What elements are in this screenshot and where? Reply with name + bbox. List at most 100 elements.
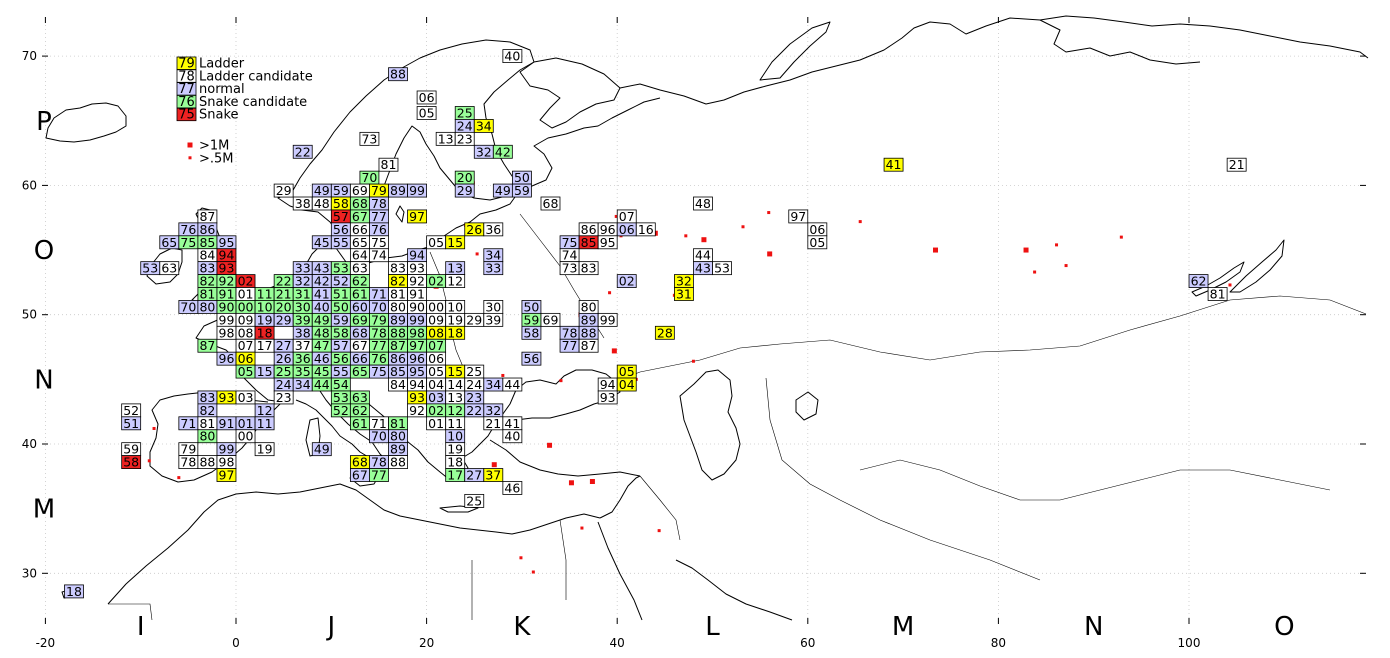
grid-cell-ladder-candidate: 74	[369, 248, 389, 263]
grid-cell-box	[311, 442, 332, 457]
grid-cell-code: 88	[581, 325, 597, 340]
grid-cell-code: 19	[447, 442, 463, 457]
city-marker-small	[1119, 235, 1123, 239]
grid-cell-box	[578, 338, 599, 353]
grid-cell-code: 24	[466, 377, 482, 392]
grid-cell-box	[521, 325, 542, 340]
grid-cell-code: 45	[314, 364, 330, 379]
grid-cell-box	[597, 390, 618, 405]
grid-cell-code: 99	[600, 312, 616, 327]
grid-cell-code: 42	[314, 274, 330, 289]
grid-cell-snake-candidate: 65	[349, 364, 370, 379]
grid-cell-code: 61	[352, 416, 368, 431]
grid-cell-snake-candidate: 02	[426, 403, 447, 418]
grid-cell-ladder-candidate: 97	[788, 209, 809, 224]
grid-cell-code: 76	[371, 222, 387, 237]
grid-cell-ladder-candidate: 36	[483, 222, 504, 237]
grid-cell-code: 18	[257, 325, 273, 340]
grid-cell-code: 93	[600, 390, 616, 405]
grid-cell-box	[693, 196, 713, 211]
grid-cell-code: 55	[333, 364, 349, 379]
grid-cell-ladder-candidate: 44	[502, 377, 523, 392]
grid-cell-ladder-candidate: 63	[349, 261, 370, 276]
grid-cell-ladder-candidate: 88	[197, 455, 218, 470]
grid-cell-ladder-candidate: 46	[502, 480, 523, 495]
city-marker-large	[547, 442, 553, 448]
grid-cell-code: 74	[562, 248, 578, 263]
grid-cell-box	[788, 209, 809, 224]
column-letter: I	[137, 612, 145, 642]
grid-cell-normal: 56	[521, 351, 542, 366]
grid-cell-code: 94	[600, 377, 616, 392]
grid-cell-code: 09	[238, 312, 254, 327]
grid-cell-code: 56	[333, 222, 349, 237]
grid-cell-snake-candidate: 50	[330, 299, 351, 314]
grid-cell-ladder-candidate: 17	[254, 338, 275, 353]
grid-cell-code: 25	[466, 493, 482, 508]
grid-cell-code: 33	[295, 261, 311, 276]
grid-cell-code: 89	[581, 312, 597, 327]
coastline-kamchatka-east	[1229, 239, 1285, 293]
grid-cell-code: 19	[447, 312, 463, 327]
grid-cell-code: 07	[619, 209, 635, 224]
grid-cell-code: 03	[238, 390, 254, 405]
grid-cell-normal: 32	[473, 144, 494, 159]
grid-cell-ladder-candidate: 98	[216, 325, 237, 340]
grid-cell-code: 05	[619, 364, 635, 379]
grid-cell-code: 93	[409, 261, 425, 276]
grid-cell-code: 86	[390, 351, 406, 366]
grid-cell-code: 37	[295, 338, 311, 353]
grid-cell-code: 91	[219, 416, 235, 431]
grid-cell-code: 05	[419, 105, 435, 120]
lon-tick-label: -20	[36, 636, 56, 650]
city-marker-small	[657, 529, 661, 533]
lon-tick-label: 40	[610, 636, 625, 650]
grid-cell-box	[216, 468, 237, 482]
grid-cell-snake-candidate: 53	[330, 261, 351, 276]
grid-cell-code: 28	[657, 325, 673, 340]
grid-cell-normal: 45	[311, 235, 332, 250]
grid-cell-code: 81	[199, 416, 215, 431]
grid-cell-snake-candidate: 05	[235, 364, 256, 379]
grid-cell-snake-candidate: 07	[426, 338, 447, 353]
grid-cell-normal: 86	[197, 222, 218, 237]
coastline-taymyr	[1039, 19, 1201, 65]
grid-cell-code: 46	[314, 351, 330, 366]
grid-cell-code: 49	[495, 183, 511, 198]
grid-cell-normal: 89	[388, 183, 408, 198]
grid-cell-code: 57	[333, 209, 349, 224]
grid-cell-code: 17	[257, 338, 273, 353]
grid-cell-box	[359, 131, 380, 146]
grid-cell-ladder-candidate: 10	[445, 299, 466, 314]
grid-cell-ladder-candidate: 44	[693, 248, 713, 263]
grid-cell-normal: 03	[426, 390, 447, 405]
grid-cell-box	[635, 222, 656, 237]
city-marker-large	[568, 480, 574, 486]
grid-cell-code: 02	[428, 403, 444, 418]
grid-cell-normal: 50	[521, 299, 542, 314]
grid-cell-box	[492, 144, 513, 159]
grid-cell-ladder: 41	[883, 157, 904, 172]
grid-cell-ladder-candidate: 86	[578, 222, 599, 237]
grid-cell-normal: 83	[197, 390, 218, 405]
grid-cell-normal: 65	[159, 235, 180, 250]
grid-cell-code: 49	[314, 442, 330, 457]
city-marker-small	[519, 556, 523, 560]
grid-cell-ladder-candidate: 06	[807, 222, 828, 237]
grid-cell-box	[540, 312, 561, 327]
grid-cell-code: 19	[257, 442, 273, 457]
grid-cell-normal: 29	[454, 183, 475, 198]
grid-cell-code: 85	[199, 235, 215, 250]
grid-cell-ladder-candidate: 39	[483, 312, 504, 327]
grid-cell-normal: 89	[388, 442, 408, 457]
grid-cell-box	[235, 429, 256, 444]
grid-cell-code: 20	[276, 299, 292, 314]
grid-cell-box	[121, 455, 142, 470]
grid-cell-box	[445, 274, 466, 288]
grid-cell-ladder-candidate: 23	[454, 131, 475, 146]
grid-cell-box	[616, 274, 637, 288]
city-marker-small	[147, 459, 151, 463]
grid-cell-normal: 76	[178, 222, 199, 237]
grid-cell-normal: 71	[369, 287, 389, 302]
lon-tick-label: 80	[991, 636, 1006, 650]
